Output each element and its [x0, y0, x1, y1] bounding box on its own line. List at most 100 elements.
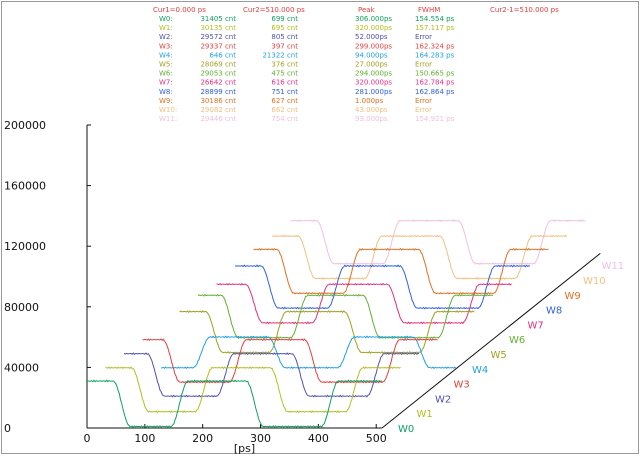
- table-cell-name: W9:: [159, 97, 173, 105]
- table-cell-c2: 695 cnt: [271, 24, 298, 32]
- table-cell-c1: 30186 cnt: [200, 97, 236, 105]
- table-cell-c1: 31405 cnt: [200, 15, 236, 23]
- table-cell-c1: 28069 cnt: [200, 61, 236, 69]
- y-tick-label: 120000: [4, 240, 46, 253]
- table-cell-peak: 320.000ps: [355, 79, 392, 87]
- series-label-w5: W5: [491, 350, 507, 361]
- series-line-w5: [179, 310, 475, 354]
- table-cell-peak: 294.000ps: [355, 70, 392, 78]
- table-cell-fwhm: Error: [415, 33, 432, 41]
- series-line-w9: [253, 247, 549, 295]
- table-cell-c2: 475 cnt: [271, 70, 298, 78]
- table-cell-fwhm: 162.784 ps: [415, 79, 455, 87]
- table-cell-c1: 29572 cnt: [200, 33, 236, 41]
- series-line-w6: [197, 293, 494, 340]
- series-line-w7: [216, 282, 512, 325]
- series-label-w2: W2: [435, 394, 451, 405]
- table-cell-name: W8:: [159, 88, 173, 96]
- y-tick-label: 200000: [4, 119, 46, 132]
- table-cell-c2: 751 cnt: [271, 88, 298, 96]
- table-cell-fwhm: 150.665 ps: [415, 70, 455, 78]
- table-cell-name: W10:: [159, 106, 177, 114]
- table-cell-c1: 29053 cnt: [200, 70, 236, 78]
- table-cell-c2: 21322 cnt: [262, 51, 298, 59]
- series-line-w1: [105, 366, 401, 414]
- table-cell-peak: 281.000ps: [355, 88, 392, 96]
- table-cell-name: W6:: [159, 70, 173, 78]
- x-tick-label: 0: [84, 432, 91, 445]
- y-tick-label: 0: [4, 422, 11, 435]
- table-cell-c1: 29082 cnt: [200, 106, 236, 114]
- series-line-w3: [142, 338, 438, 384]
- series-label-w0: W0: [398, 424, 414, 435]
- x-tick-label: 300: [250, 432, 271, 445]
- table-cell-peak: 306.000ps: [355, 15, 392, 23]
- table-cell-peak: 52.000ps: [355, 33, 388, 41]
- fwhm-header: FWHM: [418, 6, 440, 14]
- axes: 0 40000 80000 120000 160000 200000 0 100 200 300 4…: [4, 119, 601, 455]
- x-tick-label: 200: [192, 432, 213, 445]
- table-cell-c1: 30135 cnt: [200, 24, 236, 32]
- table-cell-fwhm: 162.864 ps: [415, 88, 455, 96]
- x-tick-label: 100: [134, 432, 155, 445]
- table-cell-c1: 26642 cnt: [200, 79, 236, 87]
- peak-header: Peak: [358, 6, 376, 14]
- series-label-w11: W11: [602, 261, 625, 272]
- table-cell-peak: 94.000ps: [355, 51, 388, 59]
- series-line-w0: [86, 379, 383, 428]
- table-cell-fwhm: Error: [415, 106, 432, 114]
- table-cell-c1: 29337 cnt: [200, 42, 236, 50]
- series-label-w8: W8: [546, 306, 562, 317]
- series-line-w8: [234, 264, 531, 310]
- table-cell-fwhm: Error: [415, 97, 432, 105]
- x-tick-label: 500: [366, 432, 387, 445]
- cursor1-header: Cur1=0.000 ps: [153, 6, 206, 14]
- table-cell-peak: 299.000ps: [355, 42, 392, 50]
- series-line-w2: [123, 352, 420, 398]
- series-label-w10: W10: [583, 276, 606, 287]
- table-cell-peak: 43.000ps: [355, 106, 388, 114]
- cursor-table: Cur1=0.000 ps Cur2=510.000 ps Peak FWHM …: [153, 6, 559, 123]
- depth-axis-line: [381, 252, 601, 429]
- series-line-w10: [271, 234, 568, 280]
- table-cell-fwhm: 162.324 ps: [415, 42, 455, 50]
- table-cell-c2: 616 cnt: [271, 79, 298, 87]
- y-tick-label: 80000: [4, 301, 39, 314]
- table-cell-fwhm: 164.283 ps: [415, 51, 455, 59]
- table-cell-name: W4:: [159, 51, 173, 59]
- table-cell-name: W0:: [159, 15, 173, 23]
- table-cell-c1: 28899 cnt: [200, 88, 236, 96]
- cursor2-header: Cur2=510.000 ps: [243, 6, 305, 14]
- table-cell-fwhm: 154.554 ps: [415, 15, 455, 23]
- y-tick-label: 40000: [4, 361, 39, 374]
- series-label-w9: W9: [565, 291, 581, 302]
- table-cell-c2: 376 cnt: [271, 61, 298, 69]
- series-label-w6: W6: [509, 335, 525, 346]
- series-line-w4: [160, 335, 457, 370]
- series-label-w3: W3: [454, 380, 470, 391]
- table-cell-peak: 27.000ps: [355, 61, 388, 69]
- table-cell-peak: 1.000ps: [355, 97, 383, 105]
- table-cell-name: W3:: [159, 42, 173, 50]
- table-cell-name: W1:: [159, 24, 173, 32]
- table-cell-c2: 699 cnt: [271, 15, 298, 23]
- y-tick-label: 160000: [4, 180, 46, 193]
- series-line-w11: [290, 219, 586, 266]
- series-lines: [86, 219, 586, 428]
- table-cell-name: W11:: [159, 115, 177, 123]
- table-cell-c2: 805 cnt: [271, 33, 298, 41]
- table-cell-c2: 754 cnt: [271, 115, 298, 123]
- series-label-w7: W7: [528, 320, 544, 331]
- table-cell-fwhm: 154.921 ps: [415, 115, 455, 123]
- table-cell-name: W2:: [159, 33, 173, 41]
- table-cell-c2: 397 cnt: [271, 42, 298, 50]
- table-cell-name: W5:: [159, 61, 173, 69]
- table-cell-peak: 320.000ps: [355, 24, 392, 32]
- table-cell-fwhm: 157.117 ps: [415, 24, 455, 32]
- cursor-diff-header: Cur2-1=510.000 ps: [490, 6, 559, 14]
- table-cell-c1: 29446 cnt: [200, 115, 236, 123]
- table-cell-c2: 627 cnt: [271, 97, 298, 105]
